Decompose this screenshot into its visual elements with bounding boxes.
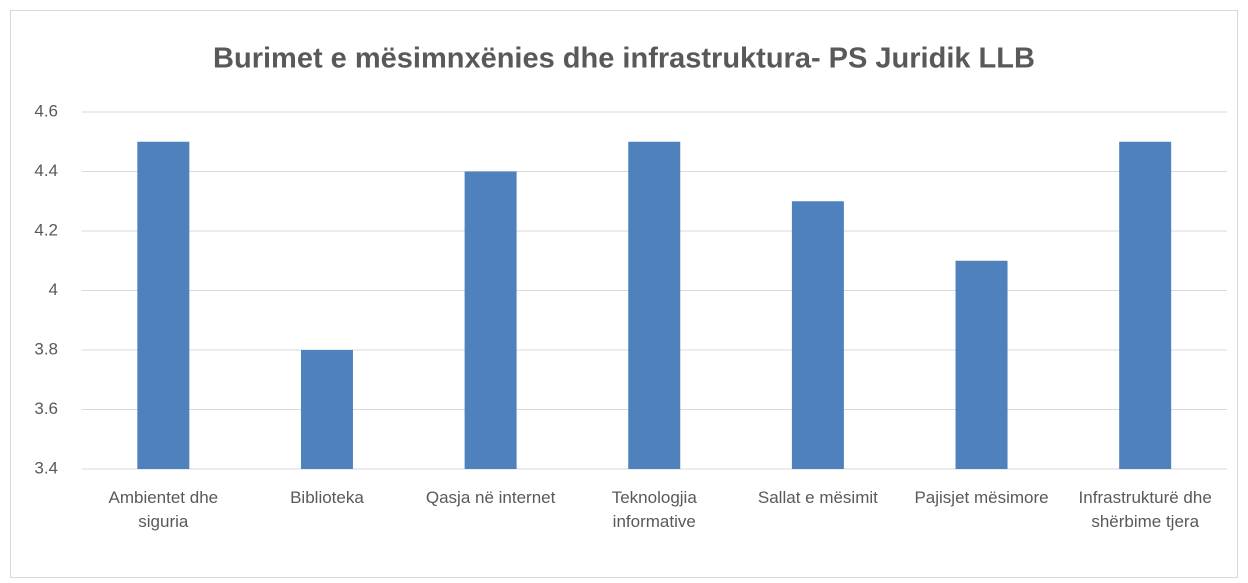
y-tick-label: 4.4	[34, 161, 58, 180]
x-tick-label: Teknologjia informative	[611, 488, 697, 531]
bar	[137, 141, 190, 469]
bar	[955, 260, 1008, 469]
y-tick-label: 4.6	[34, 101, 58, 120]
x-tick-label: Pajisjet mësimore	[914, 488, 1049, 507]
x-tick-label: Qasja në internet	[425, 488, 556, 507]
x-tick-label: Ambientet dhe siguria	[108, 488, 219, 531]
bar	[464, 171, 517, 469]
y-tick-label: 4.2	[34, 220, 58, 239]
y-tick-label: 3.4	[34, 458, 58, 477]
y-tick-label: 3.6	[34, 399, 58, 418]
y-tick-label: 3.8	[34, 339, 58, 358]
chart-border	[10, 10, 1238, 578]
bar	[791, 201, 844, 469]
x-tick-label: Sallat e mësimit	[757, 488, 878, 507]
bar	[628, 141, 681, 469]
bar	[300, 350, 353, 469]
y-tick-label: 4	[49, 280, 58, 299]
x-tick-label: Biblioteka	[290, 488, 364, 507]
chart-title: Burimet e mësimnxënies dhe infrastruktur…	[213, 43, 1035, 75]
x-tick-label: Infrastrukturë dhe shërbime tjera	[1078, 488, 1212, 531]
bar	[1119, 141, 1172, 469]
